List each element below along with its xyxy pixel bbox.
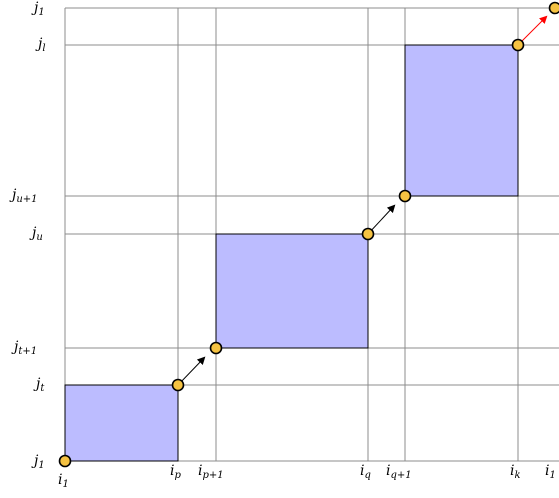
x-axis-labels: i1 ip ip+1 iq iq+1 ik i1	[58, 463, 556, 490]
x-label-ik: ik	[510, 463, 521, 481]
node-ip-jt	[171, 378, 185, 392]
x-label-iq: iq	[360, 463, 371, 481]
node-iq1-ju1	[398, 189, 412, 203]
node-i1-j1-wrap	[548, 1, 559, 15]
node-ik-jl	[511, 38, 525, 52]
x-label-iq1: iq+1	[386, 463, 412, 481]
block-2	[215, 233, 369, 349]
y-label-j1-top: j1	[31, 0, 45, 18]
y-label-jl: jl	[35, 36, 46, 54]
edge-block2-block3	[367, 204, 396, 235]
y-label-ju: ju	[29, 225, 43, 243]
y-label-ju1: ju+1	[9, 187, 38, 205]
edge-wraparound	[517, 15, 548, 46]
y-label-jt1: jt+1	[11, 339, 37, 357]
x-label-i1-right: i1	[545, 463, 556, 481]
node-i1-j1	[58, 454, 72, 468]
x-label-ip1: ip+1	[198, 463, 224, 481]
block-3	[404, 44, 519, 197]
node-ip1-jt1	[209, 341, 223, 355]
x-label-i1: i1	[58, 472, 69, 490]
y-label-j1-bottom: j1	[31, 453, 45, 471]
node-iq-ju	[361, 227, 375, 241]
y-label-jt: jt	[33, 376, 45, 394]
x-label-ip: ip	[170, 463, 181, 481]
block-1	[64, 384, 179, 462]
y-axis-labels: j1 jl ju+1 ju jt+1 jt j1	[9, 0, 46, 471]
